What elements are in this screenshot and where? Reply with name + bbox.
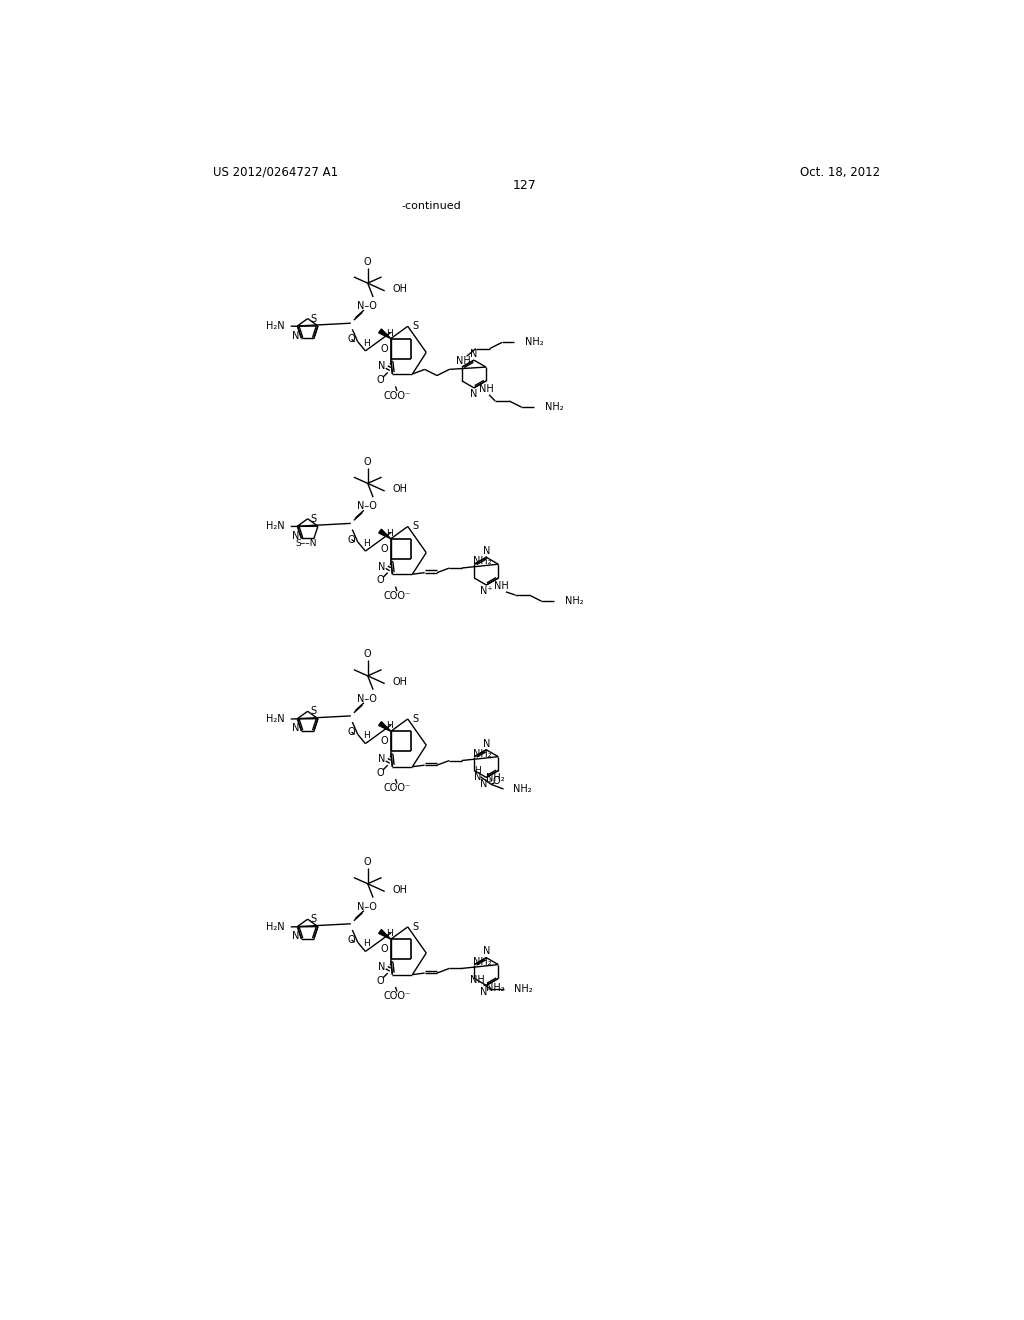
- Text: N: N: [378, 962, 385, 972]
- Text: US 2012/0264727 A1: US 2012/0264727 A1: [213, 166, 338, 178]
- Text: H: H: [386, 529, 392, 537]
- Text: O: O: [376, 975, 384, 986]
- Text: 127: 127: [513, 178, 537, 191]
- Text: N: N: [470, 348, 477, 359]
- Text: H₂N: H₂N: [266, 714, 285, 723]
- Text: O: O: [348, 727, 355, 737]
- Text: NH: NH: [470, 975, 484, 985]
- Text: N: N: [474, 772, 481, 781]
- Text: H: H: [364, 339, 371, 347]
- Text: N–O: N–O: [357, 902, 377, 912]
- Text: S: S: [310, 915, 316, 924]
- Text: O: O: [381, 343, 388, 354]
- Text: N: N: [482, 546, 490, 556]
- Text: O: O: [381, 944, 388, 954]
- Text: O: O: [364, 649, 372, 659]
- Text: H₂N: H₂N: [266, 921, 285, 932]
- Text: N: N: [378, 362, 385, 371]
- Text: S: S: [310, 513, 316, 524]
- Text: -continued: -continued: [401, 201, 461, 211]
- Text: H: H: [364, 539, 371, 548]
- Text: Oct. 18, 2012: Oct. 18, 2012: [801, 166, 881, 178]
- Text: COO⁻: COO⁻: [383, 391, 411, 400]
- Text: O: O: [493, 776, 500, 787]
- Text: H: H: [386, 329, 392, 338]
- Text: N: N: [482, 946, 490, 957]
- Text: COO⁻: COO⁻: [383, 991, 411, 1001]
- Polygon shape: [379, 722, 391, 731]
- Text: N: N: [293, 723, 300, 734]
- Text: O: O: [376, 768, 384, 777]
- Text: O: O: [348, 334, 355, 345]
- Polygon shape: [379, 529, 391, 539]
- Text: N–O: N–O: [357, 502, 377, 511]
- Text: O: O: [364, 256, 372, 267]
- Text: S: S: [413, 321, 419, 331]
- Text: NH: NH: [478, 384, 494, 393]
- Text: S––N: S––N: [295, 539, 316, 548]
- Text: O: O: [376, 576, 384, 585]
- Text: N: N: [293, 531, 300, 541]
- Text: N: N: [470, 389, 477, 399]
- Text: N: N: [482, 739, 490, 748]
- Text: H: H: [386, 929, 392, 939]
- Text: N⁺: N⁺: [480, 779, 493, 788]
- Text: COO⁻: COO⁻: [383, 783, 411, 793]
- Text: NH₂: NH₂: [486, 774, 505, 783]
- Text: H: H: [474, 766, 480, 775]
- Text: OH: OH: [392, 284, 408, 294]
- Text: OH: OH: [392, 484, 408, 495]
- Text: NH₂: NH₂: [514, 985, 532, 994]
- Text: S: S: [413, 921, 419, 932]
- Text: O: O: [376, 375, 384, 385]
- Text: NH₂: NH₂: [473, 556, 492, 566]
- Text: N⁺: N⁺: [480, 986, 493, 997]
- Polygon shape: [379, 929, 391, 940]
- Text: NH₂: NH₂: [473, 957, 492, 966]
- Text: O: O: [364, 457, 372, 467]
- Text: N: N: [293, 331, 300, 341]
- Text: H: H: [364, 731, 371, 741]
- Text: N: N: [378, 754, 385, 764]
- Text: OH: OH: [392, 677, 408, 686]
- Text: O: O: [348, 935, 355, 945]
- Text: S: S: [413, 714, 419, 723]
- Text: H₂N: H₂N: [266, 321, 285, 331]
- Text: NH: NH: [494, 581, 509, 591]
- Text: H: H: [364, 940, 371, 948]
- Text: O: O: [381, 544, 388, 554]
- Text: N–O: N–O: [357, 694, 377, 704]
- Text: N: N: [378, 561, 385, 572]
- Text: N: N: [293, 932, 300, 941]
- Text: O: O: [348, 535, 355, 545]
- Text: H: H: [386, 722, 392, 730]
- Text: NH₂: NH₂: [564, 597, 583, 606]
- Text: O: O: [364, 857, 372, 867]
- Text: OH: OH: [392, 884, 408, 895]
- Text: O: O: [381, 737, 388, 746]
- Text: NH₂: NH₂: [486, 982, 505, 993]
- Text: N⁺: N⁺: [480, 586, 493, 597]
- Text: S: S: [310, 706, 316, 717]
- Text: NH₂: NH₂: [525, 338, 544, 347]
- Text: H₂N: H₂N: [266, 521, 285, 532]
- Text: NH: NH: [456, 356, 471, 366]
- Text: NH₂: NH₂: [473, 748, 492, 759]
- Text: COO⁻: COO⁻: [383, 591, 411, 601]
- Text: S: S: [310, 314, 316, 323]
- Text: N–O: N–O: [357, 301, 377, 312]
- Polygon shape: [379, 329, 391, 339]
- Text: S: S: [413, 521, 419, 532]
- Text: NH₂: NH₂: [545, 403, 563, 412]
- Text: NH₂: NH₂: [513, 784, 531, 795]
